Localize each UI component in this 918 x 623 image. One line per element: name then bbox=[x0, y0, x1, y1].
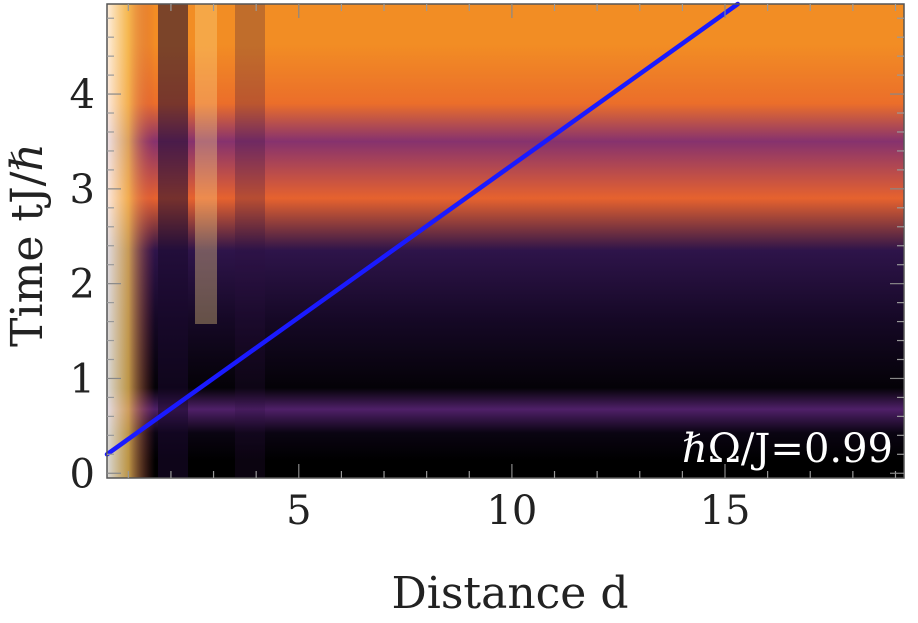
y-axis-label: Time tJ/ℏ bbox=[2, 143, 53, 347]
heatmap-background bbox=[107, 4, 904, 478]
parameter-annotation: ℏΩ/J=0.99 bbox=[682, 426, 893, 472]
heatmap-dark-column-2 bbox=[235, 4, 265, 478]
y-tick-label: 2 bbox=[70, 262, 95, 308]
x-tick-label: 5 bbox=[286, 488, 311, 534]
heatmap-left-edge bbox=[107, 4, 155, 478]
x-tick-label: 10 bbox=[486, 488, 537, 534]
x-tick-label: 15 bbox=[700, 488, 751, 534]
x-axis-ticks: 5 10 15 bbox=[127, 4, 897, 534]
plot-frame bbox=[106, 3, 905, 479]
heatmap-light-column bbox=[195, 4, 217, 324]
y-axis-ticks: 0 1 2 3 4 bbox=[70, 17, 904, 497]
y-tick-label: 0 bbox=[70, 451, 95, 497]
y-tick-label: 1 bbox=[70, 356, 95, 402]
y-tick-label: 3 bbox=[70, 167, 95, 213]
y-tick-label: 4 bbox=[70, 72, 95, 118]
x-axis-label: Distance d bbox=[391, 568, 628, 619]
light-cone-line bbox=[104, 1, 741, 457]
